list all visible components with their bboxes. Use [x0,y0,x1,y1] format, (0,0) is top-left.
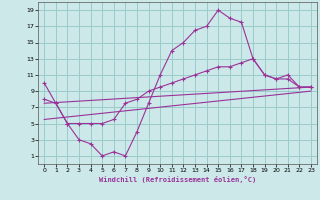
X-axis label: Windchill (Refroidissement éolien,°C): Windchill (Refroidissement éolien,°C) [99,176,256,183]
